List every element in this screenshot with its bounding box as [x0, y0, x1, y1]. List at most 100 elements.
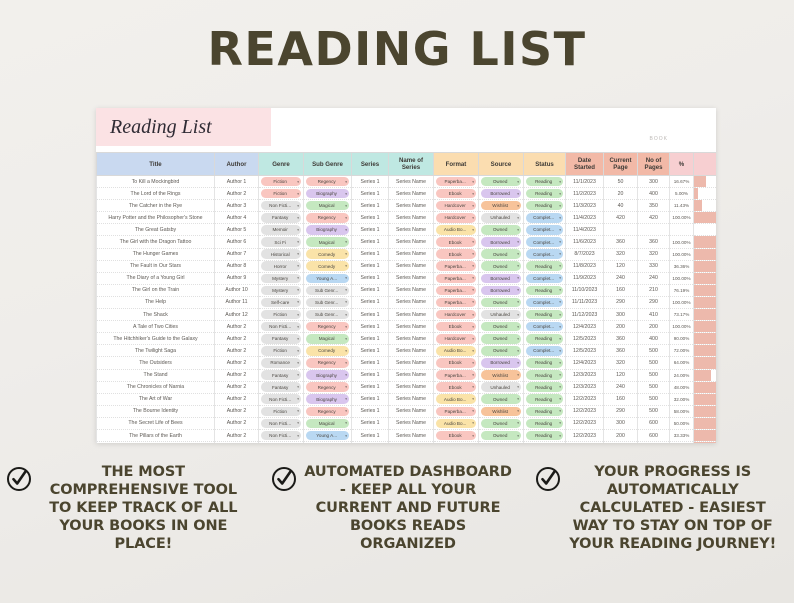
cell-title[interactable]: A Tale of Two Cities [96, 320, 215, 334]
chevron-down-icon[interactable]: ▾ [517, 240, 519, 245]
cell-percent[interactable]: 36.36% [669, 260, 694, 273]
cell-author[interactable]: Author 2 [214, 381, 259, 394]
cell-date-started[interactable]: 11/1/2023 [565, 175, 604, 189]
chevron-down-icon[interactable]: ▾ [559, 397, 561, 402]
chevron-down-icon[interactable]: ▾ [517, 179, 519, 184]
cell-format-dropdown[interactable]: Audio Bo... ▾ [433, 344, 479, 358]
chevron-down-icon[interactable]: ▾ [517, 191, 519, 196]
cell-sub-genre-dropdown[interactable]: Comedy ▾ [303, 248, 352, 261]
cell-name-of-series[interactable]: Series Name [388, 344, 434, 358]
cell-genre-dropdown[interactable]: Fantasy ▾ [258, 381, 304, 394]
cell-series[interactable]: Series 1 [351, 199, 389, 213]
chevron-down-icon[interactable]: ▾ [559, 360, 561, 365]
chevron-down-icon[interactable]: ▾ [345, 288, 347, 293]
cell-title[interactable]: Harry Potter and the Philosopher's Stone [96, 211, 215, 225]
chevron-down-icon[interactable]: ▾ [297, 336, 299, 341]
chevron-down-icon[interactable]: ▾ [297, 215, 299, 220]
chevron-down-icon[interactable]: ▾ [345, 179, 347, 184]
chevron-down-icon[interactable]: ▾ [297, 203, 299, 208]
cell-sub-genre-dropdown[interactable]: Regency ▾ [303, 405, 352, 418]
cell-source-dropdown[interactable]: Owned ▾ [478, 344, 524, 358]
cell-title[interactable]: The Diary of a Young Girl [96, 272, 215, 285]
cell-genre-dropdown[interactable]: Fiction▾ [258, 175, 304, 189]
cell-sub-genre-dropdown[interactable]: Magical ▾ [303, 332, 352, 346]
table-row[interactable]: The Catcher in the Rye Author 3 Non Ficti.… [96, 199, 716, 213]
cell-status-dropdown[interactable]: Complet... ▾ [523, 272, 566, 285]
cell-title[interactable]: The Hitchhiker's Guide to the Galaxy [96, 332, 215, 346]
cell-genre-dropdown[interactable]: Fiction▾ [258, 308, 304, 322]
chevron-down-icon[interactable]: ▾ [345, 348, 347, 353]
cell-source-dropdown[interactable]: Owned ▾ [478, 223, 524, 237]
cell-current-page[interactable] [603, 223, 638, 237]
chevron-down-icon[interactable]: ▾ [559, 191, 561, 196]
cell-sub-genre-dropdown[interactable]: Sub Genr...▾ [303, 296, 352, 310]
cell-current-page[interactable]: 300 [603, 417, 638, 430]
cell-percent[interactable]: 100.00% [669, 248, 694, 261]
cell-current-page[interactable]: 240 [603, 441, 638, 443]
cell-title[interactable]: The Outsiders [96, 356, 215, 370]
chevron-down-icon[interactable]: ▾ [345, 203, 347, 208]
cell-date-started[interactable]: 11/8/2023 [565, 260, 604, 273]
cell-source-dropdown[interactable]: Borrowed ▾ [478, 272, 524, 285]
cell-status-dropdown[interactable]: Reading▾ [523, 284, 566, 297]
cell-percent[interactable]: 5.00% [669, 187, 694, 201]
cell-status-dropdown[interactable]: Complet... ▾ [523, 235, 566, 249]
chevron-down-icon[interactable]: ▾ [517, 336, 519, 341]
cell-date-started[interactable]: 12/2/2023 [565, 417, 604, 430]
table-row[interactable]: The Girl on the Train Author 10 Mystery ▾ Su… [96, 284, 716, 297]
cell-status-dropdown[interactable]: Reading▾ [523, 417, 566, 430]
table-row[interactable]: The Outsiders Author 2 Romance ▾ Regency ▾ Ser… [96, 356, 716, 370]
cell-percent[interactable]: 16.67% [669, 175, 694, 189]
cell-current-page[interactable]: 160 [603, 393, 638, 406]
cell-format-dropdown[interactable]: Paperba... ▾ [433, 369, 479, 382]
cell-name-of-series[interactable]: Series Name [388, 429, 434, 443]
cell-status-dropdown[interactable]: Reading▾ [523, 199, 566, 213]
cell-sub-genre-dropdown[interactable]: Young A... ▾ [303, 272, 352, 285]
column-header-format[interactable]: Format [433, 152, 479, 176]
chevron-down-icon[interactable]: ▾ [297, 240, 299, 245]
chevron-down-icon[interactable]: ▾ [345, 227, 347, 232]
chevron-down-icon[interactable]: ▾ [297, 288, 299, 293]
cell-format-dropdown[interactable]: Audio Bo... ▾ [433, 393, 479, 406]
cell-current-page[interactable]: 120 [603, 369, 638, 382]
cell-genre-dropdown[interactable]: Historical ▾ [258, 248, 304, 261]
cell-no-of-pages[interactable]: 360 [637, 235, 670, 249]
cell-status-dropdown[interactable]: Reading▾ [523, 187, 566, 201]
cell-date-started[interactable]: 12/3/2023 [565, 381, 604, 394]
chevron-down-icon[interactable]: ▾ [517, 252, 519, 257]
chevron-down-icon[interactable]: ▾ [345, 409, 347, 414]
cell-name-of-series[interactable]: Series Name [388, 308, 434, 322]
cell-sub-genre-dropdown[interactable]: Biography ▾ [303, 187, 352, 201]
cell-source-dropdown[interactable]: Owned ▾ [478, 332, 524, 346]
chevron-down-icon[interactable]: ▾ [297, 433, 299, 438]
cell-genre-dropdown[interactable]: Horror ▾ [258, 260, 304, 273]
cell-series[interactable]: Series 1 [351, 356, 389, 370]
chevron-down-icon[interactable]: ▾ [472, 360, 474, 365]
cell-source-dropdown[interactable]: Owned ▾ [478, 248, 524, 261]
chevron-down-icon[interactable]: ▾ [559, 240, 561, 245]
chevron-down-icon[interactable]: ▾ [297, 227, 299, 232]
cell-name-of-series[interactable]: Series Name [388, 187, 434, 201]
cell-percent[interactable]: 73.17% [669, 308, 694, 322]
cell-date-started[interactable]: 12/3/2023 [565, 369, 604, 382]
chevron-down-icon[interactable]: ▾ [472, 288, 474, 293]
cell-status-dropdown[interactable]: Complet... ▾ [523, 211, 566, 225]
table-row[interactable]: The Pillars of the Earth Author 2 Non Fict… [96, 429, 716, 443]
column-header-percent[interactable]: % [669, 152, 694, 176]
cell-author[interactable]: Author 9 [214, 272, 259, 285]
cell-format-dropdown[interactable]: Hardcover ▾ [433, 332, 479, 346]
cell-status-dropdown[interactable]: Reading▾ [523, 381, 566, 394]
cell-current-page[interactable]: 120 [603, 260, 638, 273]
cell-sub-genre-dropdown[interactable]: Magical ▾ [303, 417, 352, 430]
cell-no-of-pages[interactable]: 290 [637, 296, 670, 310]
cell-title[interactable]: The Chronicles of Narnia [96, 381, 215, 394]
chevron-down-icon[interactable]: ▾ [517, 409, 519, 414]
cell-date-started[interactable]: 12/4/2023 [565, 356, 604, 370]
cell-genre-dropdown[interactable]: Fantasy ▾ [258, 369, 304, 382]
cell-title[interactable]: The Help [96, 296, 215, 310]
cell-name-of-series[interactable]: Series Name [388, 441, 434, 443]
cell-genre-dropdown[interactable]: Fantasy ▾ [258, 332, 304, 346]
cell-author[interactable]: Author 2 [214, 405, 259, 418]
